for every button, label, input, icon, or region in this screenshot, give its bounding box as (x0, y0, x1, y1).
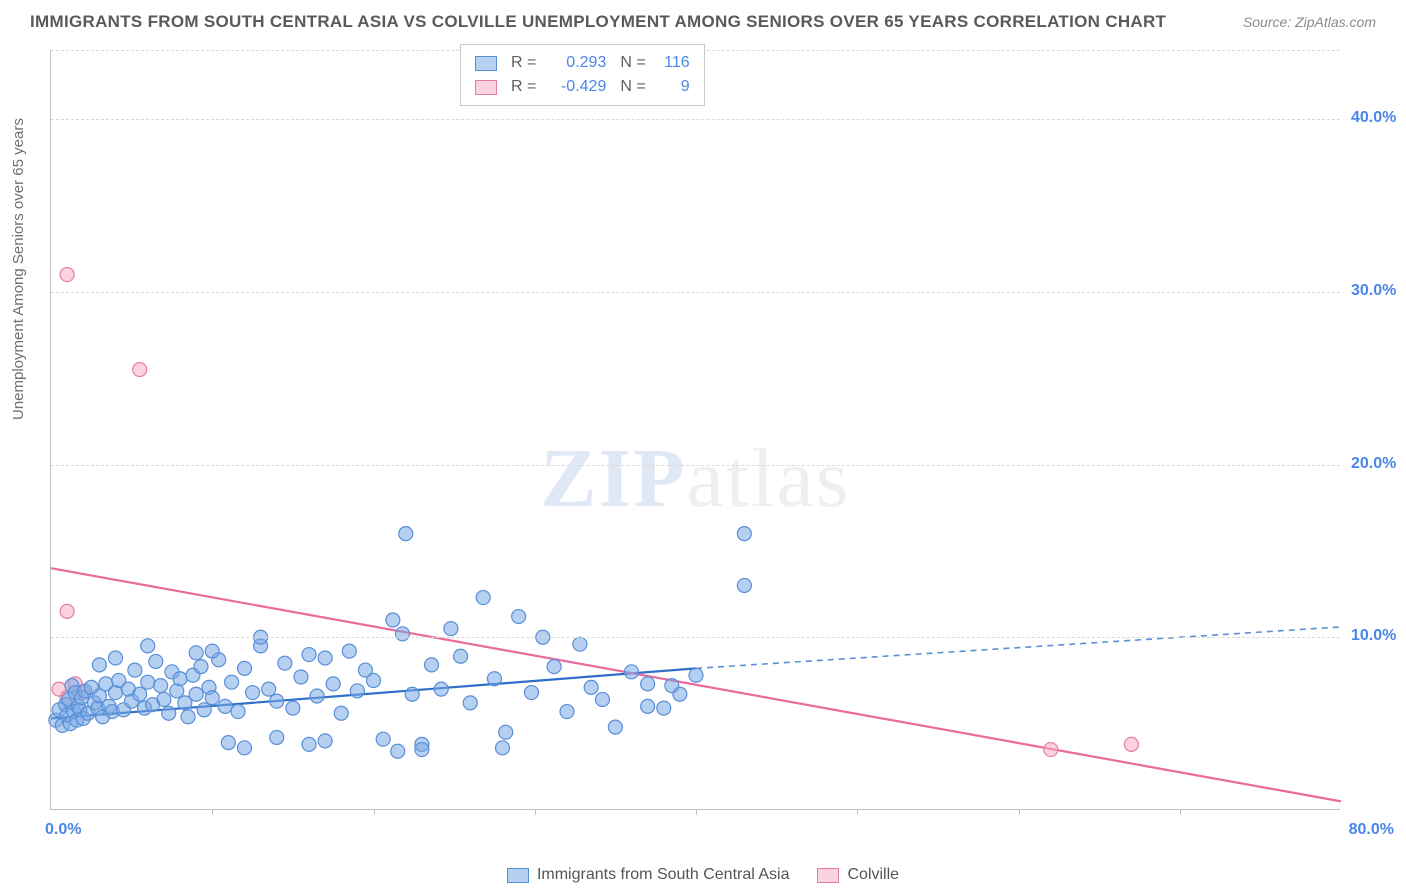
swatch-series1 (475, 56, 497, 71)
legend-bottom-series1: Immigrants from South Central Asia (507, 866, 790, 884)
x-max-label: 80.0% (1349, 821, 1394, 839)
legend-corr: R = 0.293 N = 116 R = -0.429 N = 9 (460, 44, 705, 106)
x-origin-label: 0.0% (45, 821, 81, 839)
chart-svg (51, 50, 1340, 809)
x-tick (212, 809, 213, 815)
r-value-1: 0.293 (546, 51, 606, 75)
gridline (51, 465, 1340, 466)
r-value-2: -0.429 (546, 75, 606, 99)
r-label-1: R = (511, 51, 536, 75)
x-tick (374, 809, 375, 815)
x-tick (1019, 809, 1020, 815)
legend-bottom-label-1: Immigrants from South Central Asia (537, 866, 790, 884)
n-value-1: 116 (656, 51, 690, 75)
x-tick (696, 809, 697, 815)
n-label-1: N = (620, 51, 645, 75)
n-value-2: 9 (656, 75, 690, 99)
r-label-2: R = (511, 75, 536, 99)
title-bar: IMMIGRANTS FROM SOUTH CENTRAL ASIA VS CO… (30, 12, 1376, 32)
y-tick-label: 20.0% (1351, 455, 1396, 473)
x-tick (857, 809, 858, 815)
gridline (51, 637, 1340, 638)
legend-bottom-series2: Colville (817, 866, 899, 884)
legend-bottom: Immigrants from South Central Asia Colvi… (0, 866, 1406, 884)
source-label: Source: ZipAtlas.com (1243, 14, 1376, 30)
legend-bottom-label-2: Colville (847, 866, 899, 884)
gridline (51, 292, 1340, 293)
swatch-bottom-1 (507, 868, 529, 883)
swatch-bottom-2 (817, 868, 839, 883)
gridline (51, 119, 1340, 120)
swatch-series2 (475, 80, 497, 95)
chart-title: IMMIGRANTS FROM SOUTH CENTRAL ASIA VS CO… (30, 12, 1166, 32)
legend-row-series1: R = 0.293 N = 116 (475, 51, 690, 75)
legend-row-series2: R = -0.429 N = 9 (475, 75, 690, 99)
y-tick-label: 40.0% (1351, 109, 1396, 127)
y-tick-label: 30.0% (1351, 282, 1396, 300)
x-tick (1180, 809, 1181, 815)
y-tick-label: 10.0% (1351, 627, 1396, 645)
x-tick (535, 809, 536, 815)
y-axis-label: Unemployment Among Seniors over 65 years (10, 118, 27, 420)
plot-area: ZIPatlas 10.0%20.0%30.0%40.0%0.0%80.0% (50, 50, 1340, 810)
n-label-2: N = (620, 75, 645, 99)
